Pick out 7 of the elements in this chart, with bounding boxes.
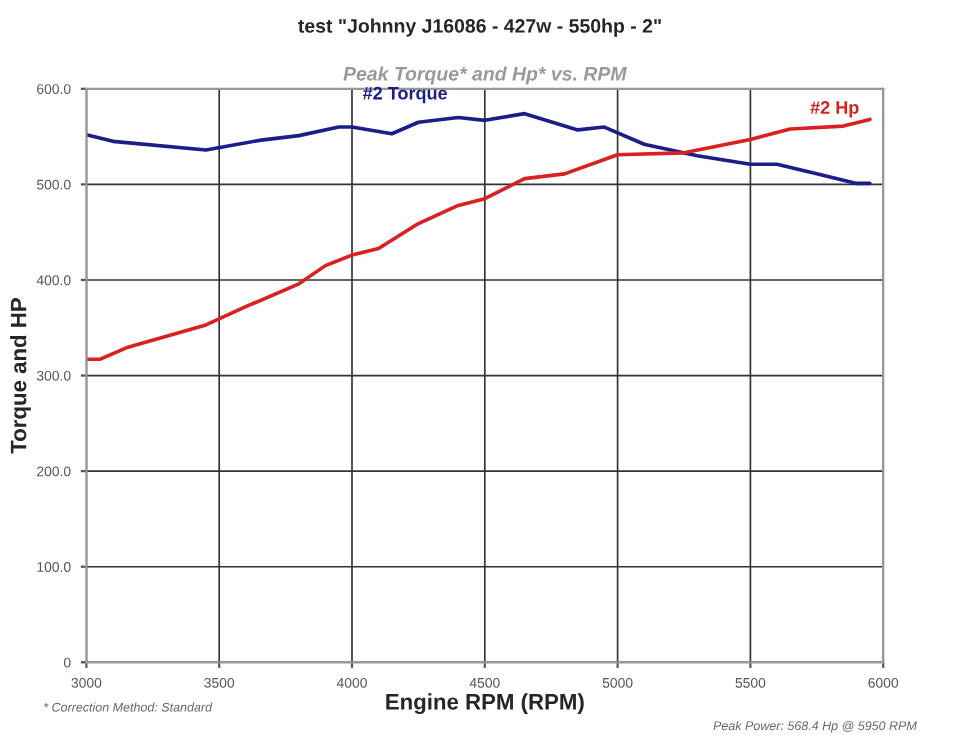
line-series — [86, 117, 872, 362]
chart-title: test "Johnny J16086 - 427w - 550hp - 2" — [298, 18, 661, 37]
series-label: #2 Torque — [362, 86, 447, 104]
chart-subtitle: Peak Torque* and Hp* vs. RPM — [343, 66, 627, 85]
y-axis-title: Torque and HP — [10, 298, 31, 454]
series-label: #2 Hp — [810, 101, 859, 118]
x-axis-title: Engine RPM (RPM) — [386, 693, 584, 715]
